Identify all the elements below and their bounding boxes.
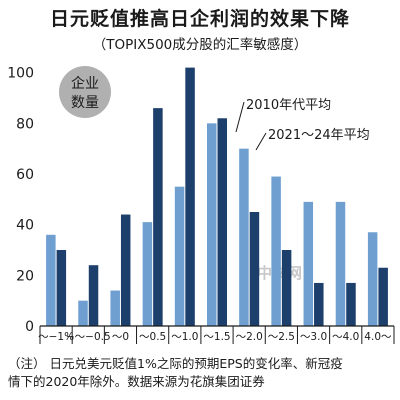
- x-tick-label: ～1.5: [203, 331, 230, 343]
- y-tick-label: 40: [16, 218, 34, 234]
- bar-2010s: [142, 222, 153, 326]
- bar-2021-24: [185, 67, 195, 326]
- x-tick-label: ～0.5: [139, 331, 166, 343]
- chart-subtitle: （TOPIX500成分股的汇率敏感度）: [92, 37, 308, 53]
- bar-2010s: [271, 176, 281, 326]
- bar-2010s: [110, 290, 120, 326]
- x-tick-label: ～2.5: [268, 331, 295, 343]
- y-axis-label: 数量: [71, 95, 99, 111]
- annotation-leader-line: [255, 132, 267, 151]
- bar-2010s: [174, 186, 185, 326]
- bar-2021-24: [217, 118, 227, 327]
- bar-2010s: [78, 300, 88, 326]
- x-tick-label: −～−0.5: [66, 331, 111, 343]
- footnote-line-1: 日元兑美元贬值1%之际的预期EPS的变化率、新冠疫: [49, 356, 343, 371]
- series-annotation-2021-24: 2021～24年平均: [268, 128, 370, 143]
- y-tick-label: 0: [25, 319, 34, 335]
- bar-2010s: [46, 234, 56, 326]
- footnote: （注） 日元兑美元贬值1%之际的预期EPS的变化率、新冠疫 情下的2020年除外。…: [8, 355, 398, 391]
- y-tick-label: 80: [16, 116, 34, 132]
- bar-2010s: [239, 148, 249, 326]
- y-axis-label-badge: [59, 66, 111, 118]
- footnote-line-2: 情下的2020年除外。数据来源为花旗集团证券: [8, 374, 265, 389]
- y-tick-label: 20: [16, 268, 34, 284]
- bar-2021-24: [378, 267, 388, 326]
- bar-2021-24: [281, 250, 292, 326]
- bar-2021-24: [88, 265, 99, 326]
- x-tick-label: ～3.0: [300, 331, 327, 343]
- x-tick-label: ～4.0: [332, 331, 359, 343]
- x-tick-label: ～0: [112, 331, 129, 343]
- chart-title: 日元贬值推高日企利润的效果下降: [49, 8, 350, 30]
- bar-2010s: [367, 232, 378, 326]
- x-tick-label: ～1.0: [171, 331, 198, 343]
- y-axis-label: 企业: [71, 75, 99, 92]
- bar-2010s: [303, 201, 314, 326]
- bar-2021-24: [120, 214, 131, 326]
- bar-2021-24: [249, 212, 260, 326]
- bar-2021-24: [346, 282, 356, 326]
- bar-2010s: [207, 123, 217, 326]
- y-tick-label: 60: [16, 167, 34, 183]
- x-tick-label: 4.0～: [364, 331, 392, 343]
- x-tick-label: ～−1%: [38, 331, 74, 343]
- bar-2010s: [335, 201, 346, 326]
- bar-2021-24: [314, 282, 324, 326]
- y-tick-label: 100: [7, 66, 34, 82]
- bar-2021-24: [153, 108, 163, 326]
- footnote-mark: （注）: [8, 356, 46, 371]
- annotation-leader-line: [235, 101, 245, 133]
- series-annotation-2010s: 2010年代平均: [246, 98, 331, 113]
- bar-2021-24: [56, 250, 67, 326]
- x-tick-label: ～2.0: [236, 331, 263, 343]
